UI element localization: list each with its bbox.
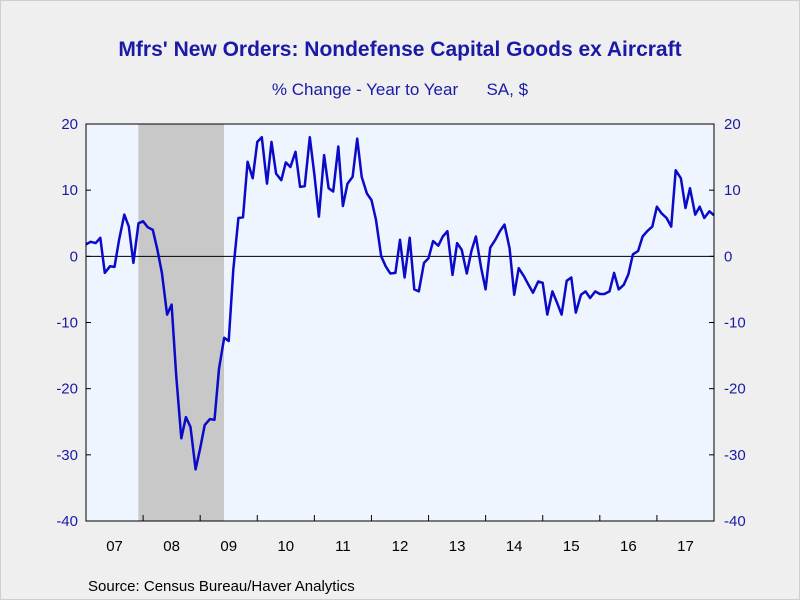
chart-subtitle: % Change - Year to Year SA, $ <box>0 80 800 100</box>
y-tick-label-right: 10 <box>724 182 741 199</box>
x-tick-label: 13 <box>449 538 466 555</box>
x-tick-label: 17 <box>677 538 694 555</box>
x-tick-label: 07 <box>106 538 123 555</box>
y-tick-label-right: -30 <box>724 447 746 464</box>
x-tick-label: 11 <box>335 538 351 555</box>
y-tick-label-left: -30 <box>56 447 78 464</box>
x-tick-label: 14 <box>506 538 523 555</box>
y-tick-label-left: 20 <box>61 116 78 133</box>
y-tick-label-right: 0 <box>724 248 732 265</box>
x-tick-label: 09 <box>220 538 237 555</box>
x-tick-label: 08 <box>163 538 180 555</box>
y-tick-label-left: -10 <box>56 315 78 332</box>
subtitle-adjustment: SA, $ <box>486 80 529 99</box>
y-tick-label-right: -20 <box>724 381 746 398</box>
x-tick-label: 10 <box>277 538 294 555</box>
y-tick-label-left: -20 <box>56 381 78 398</box>
series-line <box>85 135 715 471</box>
recession-band <box>138 124 224 521</box>
y-tick-label-left: 0 <box>70 248 78 265</box>
chart-title: Mfrs' New Orders: Nondefense Capital Goo… <box>118 38 682 61</box>
y-tick-label-right: -40 <box>724 513 746 530</box>
plot-border <box>85 123 715 522</box>
subtitle-units: % Change - Year to Year <box>271 80 459 99</box>
y-tick-label-left: -40 <box>56 513 78 530</box>
x-tick-label: 15 <box>563 538 580 555</box>
y-tick-label-left: 10 <box>61 182 78 199</box>
x-tick-label: 12 <box>392 538 409 555</box>
y-tick-label-right: -10 <box>724 315 746 332</box>
x-tick-label: 16 <box>620 538 637 555</box>
source-note: Source: Census Bureau/Haver Analytics <box>88 578 355 595</box>
y-tick-label-right: 20 <box>724 116 741 133</box>
